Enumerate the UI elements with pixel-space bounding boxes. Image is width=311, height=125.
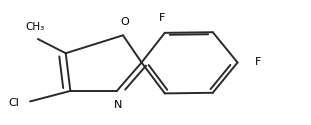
- Text: CH₃: CH₃: [25, 22, 44, 32]
- Text: F: F: [255, 57, 261, 67]
- Text: F: F: [159, 13, 165, 23]
- Text: O: O: [120, 17, 129, 27]
- Text: N: N: [114, 100, 123, 110]
- Text: Cl: Cl: [8, 98, 19, 108]
